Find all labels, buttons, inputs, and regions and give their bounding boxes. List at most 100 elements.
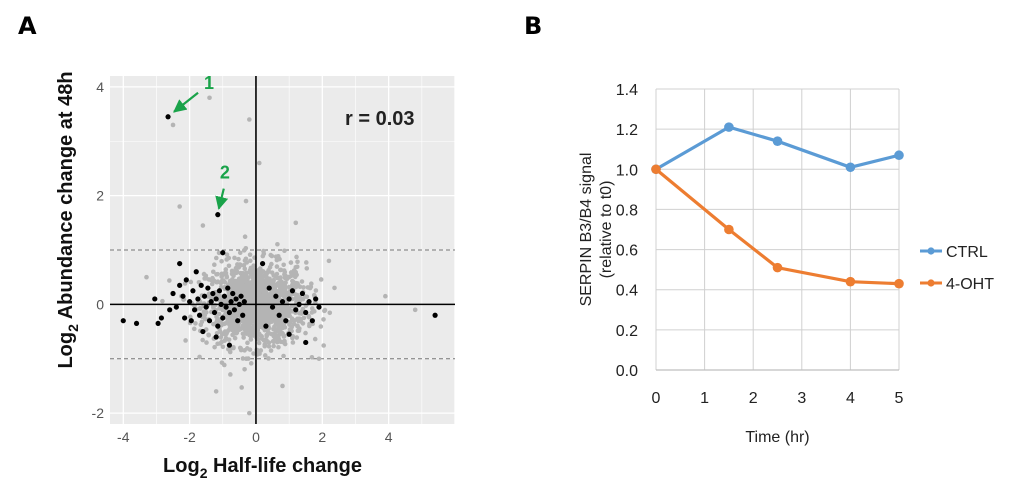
- grey-point: [204, 340, 209, 345]
- grey-point: [232, 255, 237, 261]
- grey-point: [274, 271, 280, 277]
- grey-point: [293, 220, 299, 226]
- grey-point: [237, 250, 243, 256]
- x-tick-label: 4: [385, 429, 393, 445]
- grey-point: [259, 269, 265, 274]
- grey-point: [160, 298, 165, 304]
- x-tick-label: 2: [318, 429, 326, 445]
- highlighted-point: [215, 212, 221, 218]
- highlighted-point: [170, 290, 176, 297]
- highlighted-point: [309, 318, 315, 324]
- grey-point: [229, 321, 235, 327]
- grey-point: [183, 338, 188, 343]
- grey-point: [241, 335, 246, 340]
- grey-point: [277, 317, 282, 323]
- grey-point: [246, 288, 251, 293]
- grey-point: [213, 255, 219, 261]
- grey-point: [273, 322, 279, 327]
- grey-point: [259, 334, 264, 339]
- grey-point: [290, 335, 295, 341]
- line-chart-x-axis-label: Time (hr): [745, 429, 809, 446]
- grey-point: [298, 316, 304, 322]
- grey-point: [177, 204, 182, 209]
- line-chart-tick-labels: 0.0 0.2 0.4 0.6 0.8 1.0 1.2 1.4 0 1 2 3 4 5: [616, 82, 904, 407]
- y-tick-label: 0.0: [616, 363, 638, 380]
- x-tick-label: -4: [117, 429, 130, 445]
- grey-point: [412, 307, 418, 313]
- grey-point: [248, 337, 254, 342]
- grey-point: [238, 262, 244, 268]
- grey-point: [224, 252, 230, 257]
- grey-point: [276, 281, 282, 287]
- grey-point: [246, 320, 252, 325]
- zero-axes: [110, 76, 455, 424]
- grey-point: [266, 344, 272, 349]
- grey-point: [232, 335, 238, 341]
- grey-point: [321, 317, 326, 322]
- grey-point: [269, 319, 275, 324]
- grey-point: [258, 273, 264, 279]
- series-point: [772, 136, 783, 146]
- dashed-threshold-lines: [110, 249, 455, 360]
- grey-point: [292, 274, 298, 280]
- grey-point: [267, 265, 273, 270]
- grey-point: [289, 316, 295, 321]
- grey-point: [144, 274, 149, 280]
- grey-point: [295, 323, 300, 329]
- highlighted-point: [152, 296, 158, 302]
- grey-point: [242, 367, 247, 372]
- grey-point: [274, 257, 280, 263]
- series-point: [894, 150, 904, 161]
- grey-point: [266, 298, 272, 304]
- highlighted-point: [303, 309, 309, 316]
- grey-point: [266, 308, 272, 314]
- grey-point: [280, 383, 285, 389]
- grey-point: [288, 260, 294, 265]
- grey-point: [294, 254, 299, 260]
- grey-point: [237, 345, 243, 351]
- grey-point: [287, 308, 293, 314]
- highlighted-point: [190, 288, 196, 294]
- grey-point: [295, 259, 300, 265]
- grey-point: [243, 256, 249, 262]
- grey-point: [228, 304, 234, 310]
- highlighted-point: [293, 307, 299, 313]
- y-tick-label: 0: [96, 296, 104, 312]
- arrow-1: [173, 91, 199, 113]
- grey-point: [287, 320, 293, 326]
- grey-point: [313, 288, 319, 293]
- highlighted-point: [296, 301, 302, 307]
- highlighted-point: [196, 312, 203, 318]
- grey-point: [271, 326, 276, 332]
- grey-point: [188, 314, 193, 320]
- grey-point: [256, 340, 262, 346]
- highlighted-point: [273, 293, 279, 299]
- highlighted-point: [226, 342, 233, 348]
- grey-point: [201, 271, 207, 277]
- grey-point: [203, 276, 209, 281]
- grey-point: [213, 389, 219, 394]
- arrow-label-1: 1: [204, 73, 214, 93]
- grey-point: [228, 372, 233, 377]
- grey-point: [303, 260, 309, 265]
- grey-point: [219, 274, 224, 279]
- grey-point: [226, 255, 232, 261]
- grey-point: [294, 264, 300, 270]
- highlighted-point: [235, 318, 241, 324]
- grey-point: [281, 262, 286, 268]
- grey-point: [299, 279, 305, 284]
- grey-point: [210, 269, 216, 275]
- grey-point: [318, 324, 324, 329]
- grey-point: [220, 307, 226, 313]
- grey-point: [242, 330, 248, 336]
- x-axis-label: Log2 Half-life change: [163, 455, 362, 481]
- grey-point: [274, 264, 280, 269]
- grey-point: [258, 282, 264, 288]
- highlighted-point: [220, 250, 226, 256]
- arrow-2: [215, 188, 229, 210]
- grey-point: [295, 282, 301, 287]
- grey-point: [277, 275, 283, 281]
- highlighted-point: [213, 334, 219, 340]
- legend-marker: [927, 279, 935, 287]
- grey-point: [266, 356, 271, 361]
